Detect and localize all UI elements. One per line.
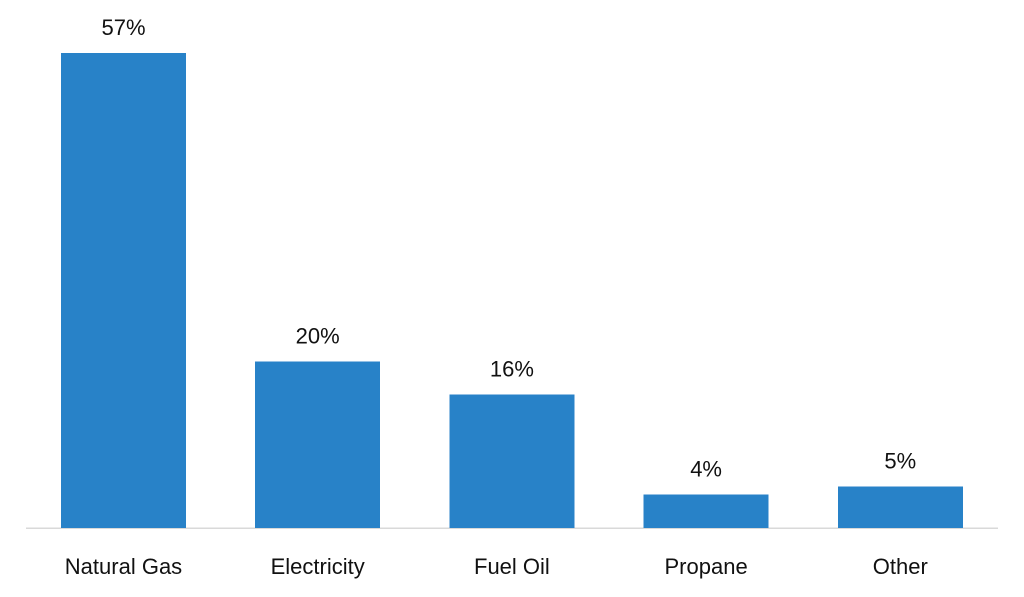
data-label-natural-gas: 57% (101, 15, 145, 40)
data-label-fuel-oil: 16% (490, 357, 534, 382)
category-labels-group: Natural Gas Electricity Fuel Oil Propane Oth… (65, 554, 928, 579)
data-label-other: 5% (884, 448, 916, 473)
category-label-fuel-oil: Fuel Oil (474, 554, 550, 579)
category-label-electricity: Electricity (271, 554, 365, 579)
category-label-other: Other (873, 554, 928, 579)
bar-electricity (255, 361, 381, 528)
bars-group (61, 53, 963, 528)
data-label-electricity: 20% (296, 323, 340, 348)
data-label-propane: 4% (690, 457, 722, 482)
category-label-natural-gas: Natural Gas (65, 554, 182, 579)
data-labels-group: 57% 20% 16% 4% 5% (101, 15, 916, 482)
category-label-propane: Propane (665, 554, 748, 579)
bar-natural-gas (61, 53, 186, 528)
bar-other (837, 486, 963, 528)
bar-propane (643, 494, 769, 528)
bar-fuel-oil (449, 394, 575, 528)
